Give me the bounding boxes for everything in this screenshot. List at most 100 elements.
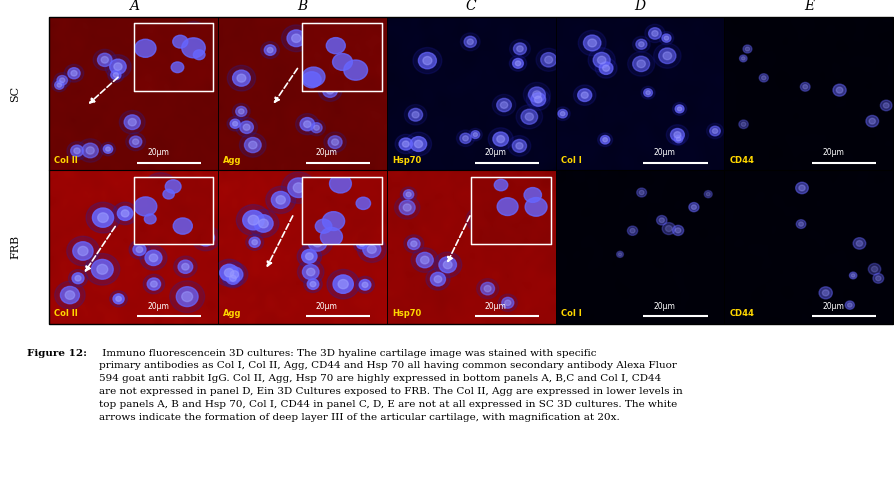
Circle shape bbox=[871, 266, 877, 272]
Circle shape bbox=[326, 87, 333, 94]
Circle shape bbox=[168, 214, 176, 222]
Circle shape bbox=[627, 226, 637, 235]
Circle shape bbox=[60, 286, 80, 304]
Circle shape bbox=[618, 253, 621, 256]
Circle shape bbox=[129, 240, 149, 259]
Circle shape bbox=[403, 190, 413, 199]
Circle shape bbox=[656, 216, 666, 225]
Circle shape bbox=[670, 129, 684, 141]
Circle shape bbox=[237, 74, 246, 82]
Circle shape bbox=[301, 249, 316, 263]
Circle shape bbox=[190, 30, 198, 38]
Circle shape bbox=[496, 135, 504, 143]
Circle shape bbox=[313, 185, 328, 199]
Circle shape bbox=[404, 105, 426, 125]
Circle shape bbox=[181, 263, 189, 270]
Circle shape bbox=[115, 296, 122, 301]
Circle shape bbox=[406, 192, 410, 197]
Circle shape bbox=[358, 242, 364, 246]
Circle shape bbox=[149, 179, 172, 198]
Text: Col II: Col II bbox=[55, 309, 78, 318]
Circle shape bbox=[527, 87, 544, 102]
Circle shape bbox=[105, 147, 110, 151]
Circle shape bbox=[52, 78, 67, 92]
Circle shape bbox=[164, 210, 181, 226]
Circle shape bbox=[662, 52, 670, 60]
Circle shape bbox=[640, 86, 654, 99]
Circle shape bbox=[155, 184, 166, 193]
Circle shape bbox=[271, 191, 290, 208]
Circle shape bbox=[417, 53, 436, 69]
Circle shape bbox=[288, 178, 309, 198]
Circle shape bbox=[403, 235, 424, 253]
Circle shape bbox=[339, 56, 343, 60]
Circle shape bbox=[638, 42, 644, 47]
Circle shape bbox=[251, 240, 257, 245]
Circle shape bbox=[323, 84, 337, 97]
Circle shape bbox=[121, 210, 129, 217]
Circle shape bbox=[671, 102, 686, 115]
Circle shape bbox=[310, 27, 324, 39]
Circle shape bbox=[880, 100, 891, 111]
Circle shape bbox=[867, 263, 880, 275]
Circle shape bbox=[832, 84, 845, 96]
Circle shape bbox=[583, 35, 600, 51]
Text: Agg: Agg bbox=[223, 309, 241, 318]
Circle shape bbox=[54, 73, 71, 88]
Circle shape bbox=[68, 68, 80, 79]
Circle shape bbox=[174, 189, 185, 199]
Circle shape bbox=[423, 56, 432, 65]
Circle shape bbox=[100, 142, 115, 156]
Circle shape bbox=[758, 74, 767, 82]
Text: C: C bbox=[466, 0, 476, 13]
Circle shape bbox=[226, 272, 240, 284]
Bar bbox=[133, 23, 213, 91]
Circle shape bbox=[260, 41, 279, 58]
Circle shape bbox=[523, 82, 550, 107]
Circle shape bbox=[72, 273, 84, 283]
Circle shape bbox=[287, 30, 305, 47]
Circle shape bbox=[67, 142, 87, 160]
Circle shape bbox=[635, 39, 646, 49]
Circle shape bbox=[173, 32, 186, 44]
Circle shape bbox=[653, 43, 680, 68]
Circle shape bbox=[796, 220, 805, 228]
Circle shape bbox=[493, 132, 508, 146]
Circle shape bbox=[71, 71, 77, 76]
Circle shape bbox=[295, 113, 318, 135]
Circle shape bbox=[236, 205, 270, 236]
Circle shape bbox=[835, 87, 842, 93]
Circle shape bbox=[627, 52, 654, 76]
Circle shape bbox=[78, 246, 88, 256]
Circle shape bbox=[874, 276, 880, 281]
Circle shape bbox=[86, 202, 120, 233]
Circle shape bbox=[338, 201, 367, 227]
Circle shape bbox=[353, 236, 370, 252]
Text: Col I: Col I bbox=[560, 309, 581, 318]
Circle shape bbox=[527, 216, 534, 222]
Circle shape bbox=[174, 35, 183, 42]
Circle shape bbox=[671, 133, 685, 145]
Circle shape bbox=[222, 269, 243, 288]
Circle shape bbox=[795, 182, 807, 194]
Circle shape bbox=[240, 133, 266, 157]
Circle shape bbox=[412, 48, 442, 74]
Circle shape bbox=[97, 264, 107, 274]
Circle shape bbox=[331, 139, 338, 145]
Circle shape bbox=[484, 285, 491, 292]
Circle shape bbox=[173, 256, 197, 278]
Circle shape bbox=[93, 49, 116, 71]
Text: 20μm: 20μm bbox=[147, 148, 169, 157]
Circle shape bbox=[65, 291, 74, 300]
Circle shape bbox=[107, 68, 124, 82]
Circle shape bbox=[180, 21, 207, 46]
Circle shape bbox=[471, 211, 489, 227]
Circle shape bbox=[133, 244, 146, 256]
Circle shape bbox=[577, 89, 591, 101]
Circle shape bbox=[264, 45, 275, 56]
Circle shape bbox=[525, 113, 533, 120]
Circle shape bbox=[643, 89, 652, 97]
Circle shape bbox=[319, 60, 331, 72]
Circle shape bbox=[306, 23, 328, 43]
Circle shape bbox=[328, 136, 342, 149]
